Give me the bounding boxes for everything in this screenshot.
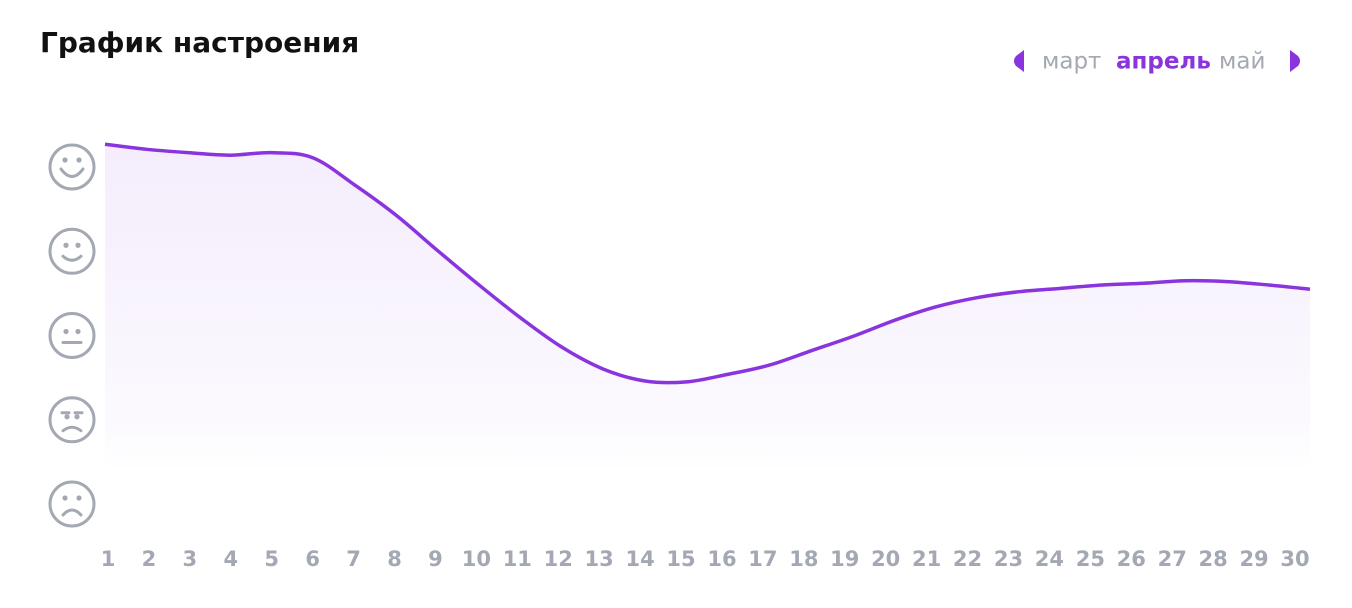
x-tick-label: 10 [462,547,491,571]
x-tick-label: 8 [387,547,402,571]
x-tick-label: 16 [707,547,736,571]
x-tick-label: 5 [264,547,279,571]
face-mouth [61,425,83,433]
month-prev[interactable]: март [1042,49,1101,75]
x-tick-label: 6 [305,547,320,571]
face-eye [64,414,70,420]
y-tick-face [48,480,96,528]
x-tick-label: 14 [625,547,654,571]
face-mouth [61,254,83,262]
face-eye [62,157,68,163]
face-eye [76,495,82,501]
x-tick-label: 27 [1158,547,1187,571]
x-tick-label: 30 [1280,547,1309,571]
plot: 1 2 3 4 5 6 7 8 9 10 11 12 13 14 15 16 17 18 19 20 21 22 23 24 2… [48,142,1311,571]
x-tick-label: 22 [953,547,982,571]
x-tick-label: 11 [503,547,532,571]
x-tick-label: 3 [183,547,198,571]
face-outline [48,396,96,444]
next-month-arrow[interactable] [1290,50,1300,72]
x-tick-label: 7 [346,547,361,571]
x-tick-label: 28 [1199,547,1228,571]
x-tick-label: 9 [428,547,443,571]
face-outline [48,227,96,275]
x-tick-label: 26 [1117,547,1146,571]
face-eye [63,328,69,335]
face-eye [75,328,81,335]
face-eye [63,242,69,248]
prev-month-arrow[interactable] [1014,50,1024,72]
x-tick-label: 13 [585,547,614,571]
x-tick-label: 23 [994,547,1023,571]
face-eye [74,414,80,420]
x-tick-label: 12 [544,547,573,571]
x-tick-label: 25 [1076,547,1105,571]
y-tick-face [48,227,96,275]
area [105,144,1310,470]
line [104,142,1311,385]
y-tick-face [48,143,96,191]
month-current[interactable]: апрель [1116,49,1211,75]
face-eye [62,495,68,501]
x-tick-label: 24 [1035,547,1064,571]
chart-title: График настроения [40,26,359,59]
x-tick-label: 21 [912,547,941,571]
x-tick-label: 29 [1239,547,1268,571]
x-tick-label: 2 [142,547,157,571]
x-tick-label: 15 [666,547,695,571]
y-tick-face [48,396,96,444]
x-tick-label: 19 [830,547,859,571]
face-outline [48,480,96,528]
x-tick-label: 18 [789,547,818,571]
x-tick-label: 1 [101,547,116,571]
x-tick-label: 4 [223,547,238,571]
x-tick-label: 20 [871,547,900,571]
face-outline [48,143,96,191]
face-eye [76,157,82,163]
x-tick-label: 17 [748,547,777,571]
face-mouth [61,508,83,517]
month-next[interactable]: май [1219,49,1265,75]
face-mouth [59,167,85,178]
face-outline [48,312,96,359]
y-tick-face [48,312,96,359]
face-eye [75,242,81,248]
